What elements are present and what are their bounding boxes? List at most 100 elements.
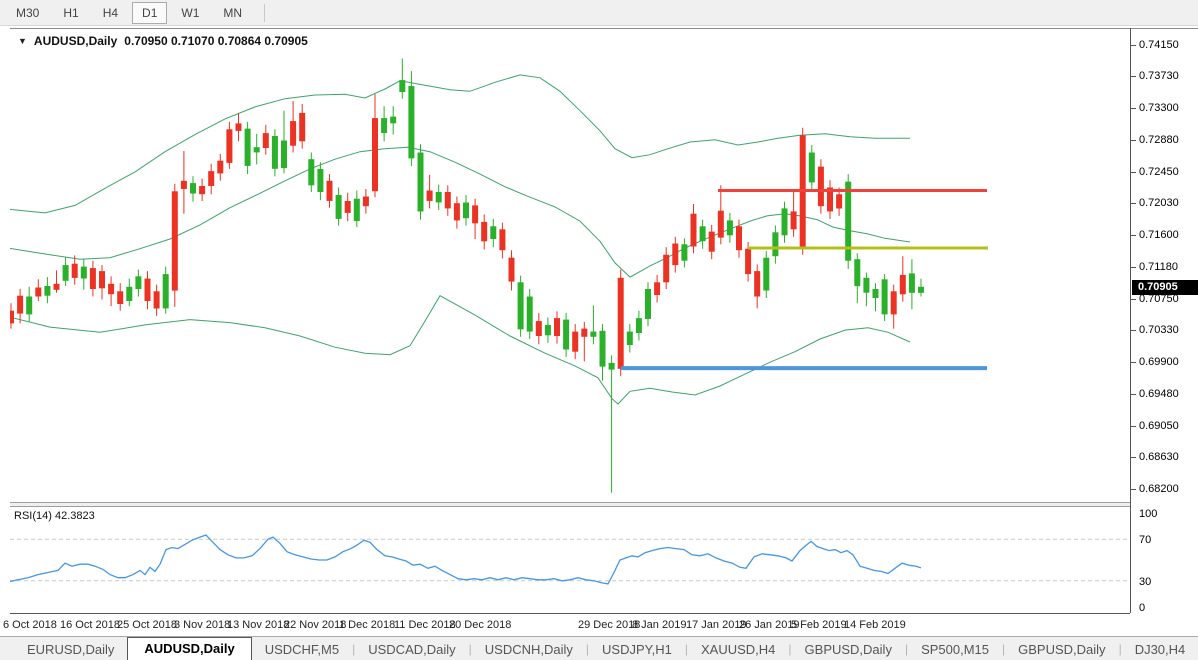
rsi-tick-label: 70: [1139, 534, 1152, 547]
candle-body: [408, 86, 415, 159]
rsi-tick-label: 100: [1139, 508, 1158, 520]
date-tick-label: 3 Nov 2018: [174, 619, 231, 631]
candle-body: [126, 286, 133, 301]
chart-context-menu-icon[interactable]: ▼: [18, 36, 27, 46]
candle-body: [581, 328, 588, 337]
pane-splitter[interactable]: [10, 502, 1130, 507]
date-tick-label: 22 Nov 2018: [284, 619, 347, 631]
candle-body: [444, 192, 451, 209]
candle-body: [772, 232, 779, 257]
date-tick-label: 8 Jan 2019: [632, 619, 687, 631]
candle-body: [35, 287, 42, 297]
candle-body: [481, 221, 488, 242]
tab-separator: |: [788, 642, 792, 656]
candle-body: [281, 140, 287, 169]
candle-body: [53, 283, 60, 290]
symbol-tab-usdjpy-h1[interactable]: USDJPY,H1: [602, 642, 672, 657]
candle-body: [717, 210, 724, 238]
timeframe-button-w1[interactable]: W1: [181, 5, 200, 20]
timeframe-button-m30[interactable]: M30: [16, 5, 40, 20]
candle-body: [763, 257, 770, 291]
rsi-tick-label: 30: [1139, 575, 1152, 588]
candle-body: [617, 277, 624, 369]
symbol-tab-xauusd-h4[interactable]: XAUUSD,H4: [700, 642, 776, 657]
candle-body: [44, 286, 51, 296]
price-tick-label: 0.69050: [1139, 419, 1179, 432]
rsi-chart: [10, 534, 1130, 585]
candlestick-chart: [10, 58, 988, 493]
price-tick-label: 0.71180: [1139, 260, 1178, 273]
price-tick-label: 0.69480: [1139, 387, 1179, 400]
symbol-tab-dj30-h4[interactable]: DJ30,H4: [1134, 642, 1186, 657]
candlestick-series: [10, 58, 924, 493]
candle-body: [590, 331, 597, 337]
price-tick-mark: [1131, 76, 1136, 78]
date-tick-label: 16 Oct 2018: [60, 619, 120, 631]
symbol-tab-sp500-m15[interactable]: SP500,M15: [921, 642, 990, 657]
rsi-value: 42.3823: [54, 510, 95, 522]
candle-body: [836, 194, 843, 209]
price-tick-label: 0.70330: [1139, 324, 1179, 337]
candle-body: [344, 201, 351, 213]
rsi-indicator-pane[interactable]: RSI(14) 42.3823: [10, 507, 1130, 613]
candle-body: [426, 190, 433, 201]
symbol-tab-audusd-daily[interactable]: AUDUSD,Daily: [127, 637, 252, 660]
price-tick-label: 0.74150: [1139, 39, 1179, 51]
timeframe-button-d1[interactable]: D1: [132, 1, 168, 24]
candle-body: [681, 244, 688, 261]
candle-body: [10, 310, 14, 324]
symbol-tab-bar: EURUSD,Daily AUDUSD,Daily USDCHF,M5 | USDCAD…: [0, 636, 1198, 660]
candle-body: [144, 278, 151, 301]
candle-body: [736, 226, 742, 251]
price-tick-mark: [1131, 139, 1136, 141]
candle-body: [208, 171, 215, 186]
tab-separator: |: [1118, 642, 1122, 656]
candle-body: [635, 318, 642, 333]
main-chart-pane[interactable]: ▼ AUDUSD,Daily 0.70950 0.71070 0.70864 0…: [10, 28, 1130, 503]
candle-body: [362, 196, 369, 207]
candle-body: [317, 168, 324, 192]
timeframe-button-mn[interactable]: MN: [223, 5, 243, 20]
timeframe-button-h1[interactable]: H1: [63, 5, 79, 20]
candle-body: [235, 123, 242, 131]
candle-body: [308, 159, 315, 186]
date-tick-label: 5 Feb 2019: [791, 619, 847, 631]
candle-body: [754, 271, 761, 297]
timeframe-button-h4[interactable]: H4: [102, 5, 119, 20]
bollinger-upper-band: [10, 74, 910, 214]
candle-body: [854, 259, 861, 287]
candle-body: [881, 279, 888, 315]
current-price-box: 0.70905: [1132, 280, 1198, 296]
price-tick-mark: [1131, 266, 1136, 268]
symbol-tab-gbpusd-daily[interactable]: GBPUSD,Daily: [1018, 642, 1106, 657]
candle-body: [472, 205, 479, 224]
candle-body: [517, 282, 524, 330]
candle-body: [817, 166, 824, 207]
rsi-name: RSI(14): [14, 510, 52, 522]
price-tick-mark: [1131, 235, 1136, 237]
candle-body: [890, 291, 897, 315]
candle-body: [171, 191, 178, 291]
candle-body: [108, 283, 115, 295]
candle-body: [435, 192, 442, 203]
rsi-line: [10, 534, 922, 585]
price-tick-mark: [1131, 456, 1136, 458]
price-tick-mark: [1131, 45, 1136, 46]
candle-body: [845, 181, 852, 261]
candle-body: [372, 118, 378, 192]
candle-body: [226, 129, 233, 163]
candle-body: [490, 226, 497, 239]
symbol-tab-usdcnh-daily[interactable]: USDCNH,Daily: [484, 642, 573, 657]
candle-body: [499, 229, 506, 251]
price-tick-label: 0.68200: [1139, 483, 1179, 496]
symbol-tab-usdcad-daily[interactable]: USDCAD,Daily: [368, 642, 456, 657]
price-axis: 0.74150 0.73730 0.73300 0.72880 0.72450 0.720…: [1131, 28, 1198, 614]
symbol-tab-gbpusd-daily[interactable]: GBPUSD,Daily: [804, 642, 892, 657]
candle-body: [417, 152, 424, 212]
candle-body: [299, 112, 306, 142]
candle-body: [918, 286, 924, 293]
symbol-tab-eurusd-daily[interactable]: EURUSD,Daily: [27, 642, 115, 657]
symbol-tab-usdchf-m5[interactable]: USDCHF,M5: [264, 642, 340, 657]
candle-body: [62, 265, 69, 281]
candle-body: [899, 274, 906, 295]
